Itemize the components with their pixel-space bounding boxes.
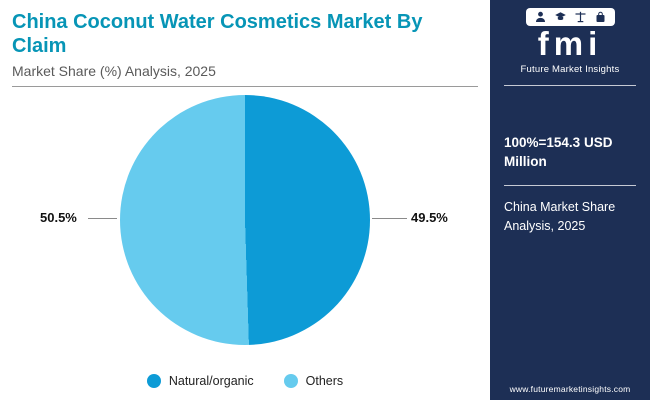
- shopping-bag-icon: [596, 11, 604, 22]
- legend-item-others: Others: [283, 374, 344, 388]
- legend: Natural/organic Others: [0, 374, 490, 388]
- logo-tagline: Future Market Insights: [520, 63, 620, 75]
- slice-value-natural-organic: 49.5%: [411, 210, 448, 225]
- sidebar-divider: [504, 185, 636, 187]
- page-subtitle: Market Share (%) Analysis, 2025: [12, 63, 216, 79]
- logo-pictogram-bar: [525, 8, 615, 26]
- slice-value-others: 50.5%: [40, 210, 77, 225]
- scales-icon: [575, 11, 585, 23]
- graduation-cap-icon: [554, 12, 566, 21]
- person-icon: [535, 11, 545, 22]
- leader-line-right: [372, 218, 407, 219]
- header: China Coconut Water Cosmetics Market By …: [0, 0, 490, 87]
- legend-swatch: [283, 374, 298, 388]
- legend-label: Natural/organic: [168, 374, 254, 388]
- pie-chart: [120, 95, 370, 345]
- header-divider: [12, 86, 478, 87]
- chart-panel: China Coconut Water Cosmetics Market By …: [0, 0, 490, 388]
- legend-item-natural-organic: Natural/organic: [146, 374, 254, 388]
- sidebar-divider: [504, 84, 636, 86]
- website-url: www.futuremarketinsights.com: [509, 384, 631, 394]
- legend-label: Others: [305, 374, 344, 388]
- analysis-caption: China Market Share Analysis, 2025: [504, 200, 616, 233]
- legend-swatch: [146, 374, 161, 388]
- leader-line-left: [88, 218, 117, 219]
- market-size-stat: 100%=154.3 USD Million: [504, 134, 613, 169]
- fmi-logo: fmi Future Market Insights: [504, 8, 636, 75]
- logo-wordmark: fmi: [537, 25, 603, 62]
- page-title: China Coconut Water Cosmetics Market By …: [12, 11, 423, 57]
- sidebar: fmi Future Market Insights 100%=154.3 US…: [490, 0, 650, 400]
